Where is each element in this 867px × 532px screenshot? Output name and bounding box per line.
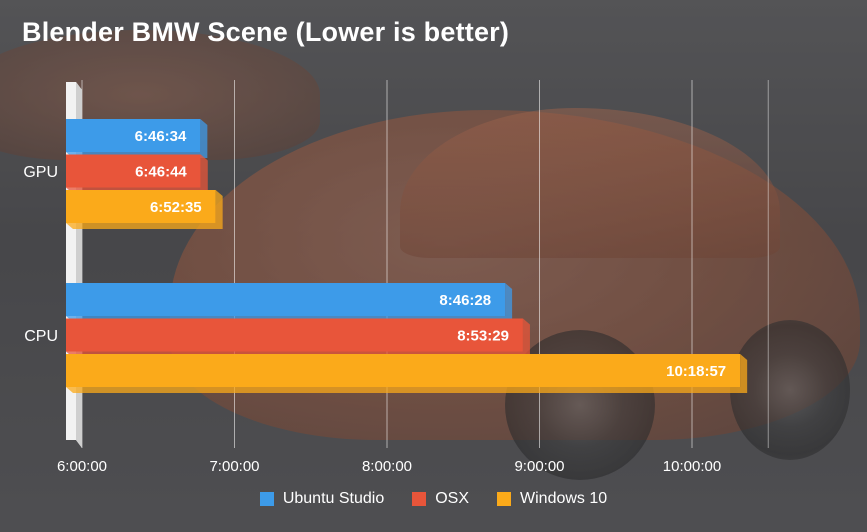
- bar-cpu-0: [66, 283, 506, 316]
- bar-depth: [66, 190, 223, 229]
- bar-depth: [66, 283, 513, 322]
- legend-label: Windows 10: [520, 490, 608, 507]
- bar-cpu-2: [66, 354, 741, 387]
- bar-gpu-2: [66, 190, 216, 223]
- bar-depth: [66, 318, 530, 358]
- bar-cpu-1: [66, 318, 523, 352]
- x-tick-label: 9:00:00: [514, 458, 564, 475]
- category-label: CPU: [24, 328, 58, 345]
- legend-label: OSX: [435, 490, 470, 507]
- x-tick-label: 6:00:00: [57, 458, 107, 475]
- bar-value-label: 6:46:44: [135, 164, 187, 181]
- x-tick-label: 7:00:00: [209, 458, 259, 475]
- legend-item: Windows 10: [497, 490, 607, 508]
- legend-item: OSX: [412, 490, 469, 508]
- bar-value-label: 10:18:57: [666, 363, 726, 380]
- bar-depth: [66, 354, 748, 393]
- bar-value-label: 6:46:34: [135, 128, 187, 145]
- bar-value-label: 8:53:29: [457, 328, 509, 345]
- x-tick-label: 8:00:00: [362, 458, 412, 475]
- legend-swatch: [497, 492, 512, 506]
- legend-item: Ubuntu Studio: [259, 490, 385, 508]
- bar-depth: [66, 119, 208, 158]
- category-label: GPU: [23, 164, 58, 181]
- chart-title: Blender BMW Scene (Lower is better): [22, 17, 510, 47]
- x-tick-label: 10:00:00: [663, 458, 721, 475]
- chart-legend: Ubuntu Studio OSX Windows 10: [0, 490, 867, 508]
- legend-swatch: [412, 492, 427, 506]
- bar-value-label: 6:52:35: [150, 199, 202, 216]
- legend-label: Ubuntu Studio: [282, 490, 385, 507]
- bar-gpu-0: [66, 119, 201, 152]
- bar-gpu-1: [66, 154, 201, 188]
- legend-swatch: [259, 492, 274, 506]
- car-wheel-rear: [730, 320, 850, 460]
- bar-value-label: 8:46:28: [439, 292, 491, 309]
- bar-depth: [66, 154, 208, 194]
